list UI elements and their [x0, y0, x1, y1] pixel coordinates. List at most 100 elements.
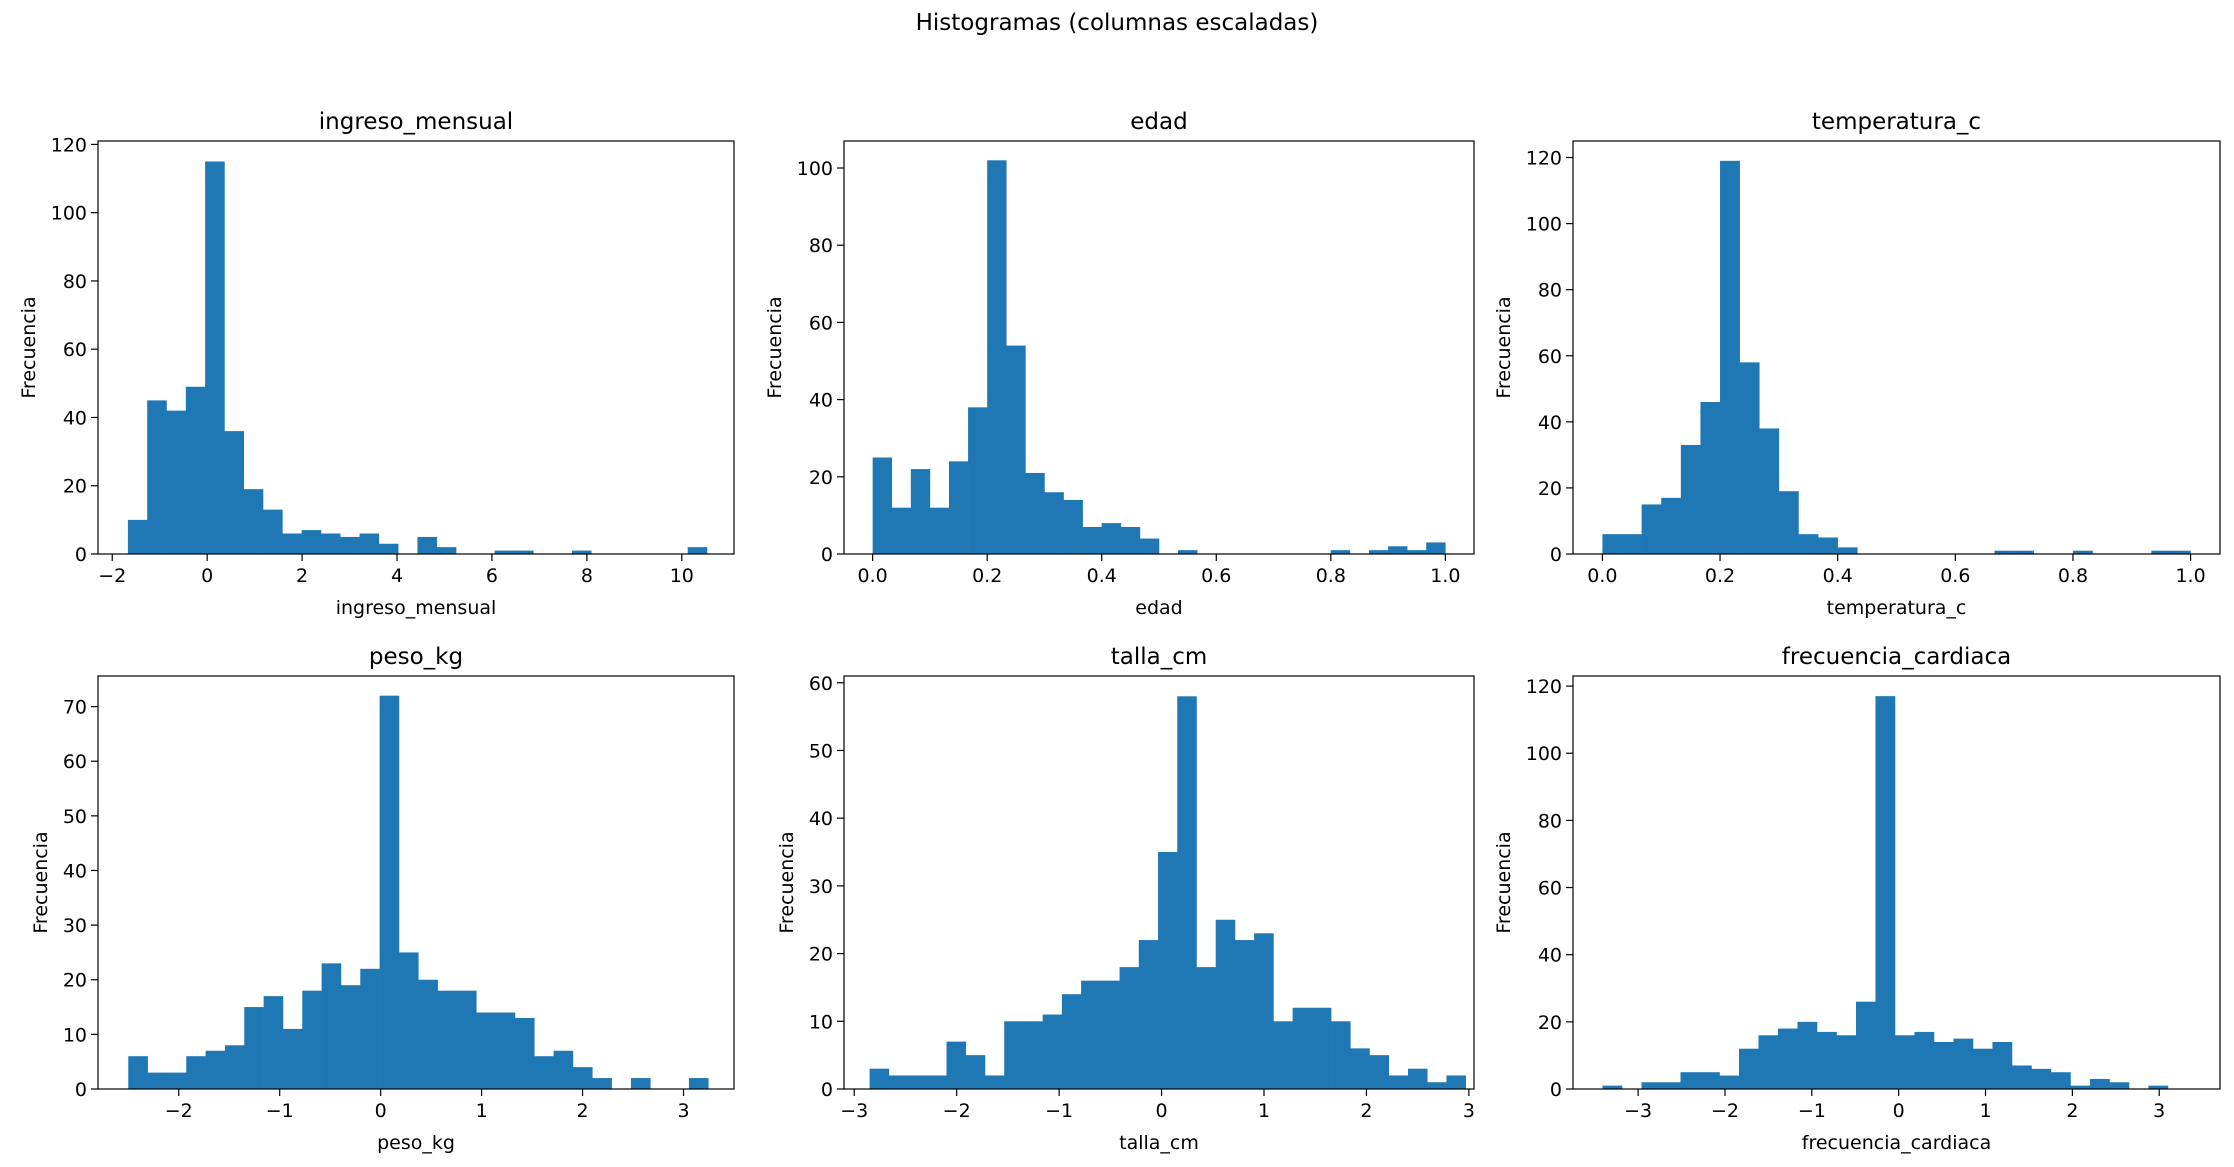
histogram-bar — [1330, 550, 1351, 554]
x-tick-label: −2 — [943, 1100, 971, 1122]
histogram-bar — [1331, 1021, 1351, 1089]
histogram-bar — [1641, 504, 1662, 554]
y-tick-label: 60 — [63, 339, 87, 361]
chart-title: temperatura_c — [1812, 109, 1981, 135]
y-tick-label: 20 — [63, 476, 87, 498]
histogram-bar — [1120, 526, 1141, 554]
axes-frame — [843, 675, 1475, 1090]
figure-suptitle: Histogramas (columnas escaladas) — [915, 10, 1319, 36]
axes-frame — [97, 140, 735, 555]
x-tick-label: 0 — [375, 1100, 387, 1122]
histogram-bar — [1680, 1072, 1701, 1089]
y-axis-label: Frecuencia — [1493, 831, 1515, 933]
y-tick-label: 0 — [821, 1079, 833, 1101]
histogram-talla_cm: −3 −2 −1 0 1 2 30102030405060talla_cmtalla_cmF… — [776, 644, 1475, 1154]
histogram-bar — [1254, 933, 1274, 1089]
histogram-bar — [1992, 1041, 2013, 1089]
x-tick-label: −3 — [1624, 1100, 1652, 1122]
histogram-bar — [2011, 1065, 2032, 1089]
histogram-bar — [1798, 534, 1819, 554]
y-tick-label: 40 — [63, 860, 87, 882]
x-tick-label: 1 — [1258, 1100, 1270, 1122]
x-tick-label: 0 — [1156, 1100, 1168, 1122]
x-axis-label: frecuencia_cardiaca — [1802, 1132, 1992, 1154]
x-tick-label: 4 — [391, 565, 403, 587]
y-tick-label: 50 — [63, 806, 87, 828]
histogram-bar — [320, 533, 341, 554]
x-tick-label: 6 — [486, 565, 498, 587]
histogram-bar — [872, 457, 893, 554]
histogram-bar — [946, 1041, 967, 1089]
histogram-bar — [1139, 538, 1160, 554]
histogram-bar — [244, 1007, 264, 1089]
histogram-bar — [1004, 1021, 1024, 1089]
histogram-bar — [984, 1075, 1005, 1089]
x-tick-label: −1 — [1798, 1100, 1826, 1122]
y-tick-label: 60 — [1538, 878, 1562, 900]
histogram-bar — [2072, 550, 2093, 554]
chart-title: peso_kg — [369, 644, 463, 670]
y-tick-label: 70 — [63, 697, 87, 719]
histogram-bar — [1994, 550, 2015, 554]
histogram-bar — [1042, 1014, 1063, 1089]
y-tick-label: 10 — [809, 1011, 833, 1033]
y-tick-label: 20 — [809, 944, 833, 966]
histogram-bar — [1369, 1055, 1390, 1089]
histogram-bar — [513, 550, 534, 554]
axes-frame — [1572, 675, 2221, 1090]
x-tick-label: 0.2 — [1705, 565, 1735, 587]
x-tick-label: 1.0 — [2175, 565, 2205, 587]
y-tick-label: 20 — [63, 970, 87, 992]
x-tick-label: 0.6 — [1201, 565, 1231, 587]
histogram-bar — [2014, 550, 2034, 554]
histogram-bar — [224, 431, 245, 554]
chart-title: talla_cm — [1111, 644, 1208, 670]
histogram-bar — [553, 1050, 574, 1089]
y-tick-label: 20 — [809, 467, 833, 489]
histogram-bar — [1178, 550, 1198, 554]
x-tick-label: 1 — [476, 1100, 488, 1122]
histogram-bar — [1101, 523, 1122, 554]
histogram-bar — [321, 963, 342, 1089]
histogram-bar — [494, 550, 515, 554]
histogram-bar — [1875, 696, 1896, 1089]
chart-title: edad — [1130, 109, 1187, 135]
histogram-bar — [1407, 550, 1427, 554]
x-tick-label: −3 — [840, 1100, 868, 1122]
x-tick-label: −1 — [1045, 1100, 1073, 1122]
y-tick-label: 60 — [809, 312, 833, 334]
histogram-bar — [1234, 940, 1255, 1089]
histogram-bar — [927, 1075, 947, 1089]
x-tick-label: 0.6 — [1940, 565, 1970, 587]
x-tick-label: 2 — [577, 1100, 589, 1122]
histogram-bar — [1100, 980, 1120, 1089]
histogram-bar — [571, 550, 592, 554]
y-tick-label: 50 — [809, 740, 833, 762]
x-tick-label: 0 — [201, 565, 213, 587]
histogram-bar — [128, 1056, 148, 1089]
x-tick-label: 0.8 — [2058, 565, 2088, 587]
y-tick-label: 40 — [809, 390, 833, 412]
histogram-bar — [1837, 547, 1858, 554]
histogram-bar — [437, 990, 458, 1089]
histogram-bar — [1622, 534, 1642, 554]
y-tick-label: 100 — [51, 203, 87, 225]
y-tick-label: 80 — [1538, 280, 1562, 302]
histogram-bar — [534, 1056, 554, 1089]
y-tick-label: 100 — [1526, 743, 1562, 765]
chart-title: ingreso_mensual — [319, 109, 513, 135]
axes-frame — [843, 140, 1475, 555]
histogram-bar — [1082, 526, 1103, 554]
y-tick-label: 60 — [809, 673, 833, 695]
y-tick-label: 40 — [63, 407, 87, 429]
histogram-temperatura_c: 0.0 0.2 0.4 0.6 0.8 1.0 0 20 40 60 80 100 120 tempera… — [1493, 109, 2221, 619]
histogram-bar — [592, 1078, 612, 1089]
histogram-bar — [1778, 1028, 1798, 1089]
histogram-bar — [1119, 967, 1140, 1089]
y-tick-label: 40 — [809, 808, 833, 830]
histogram-edad: 0.0 0.2 0.4 0.6 0.8 1.0 0 20 40 60 80 100 edad edad Fr… — [764, 109, 1475, 619]
histogram-frecuencia_cardiaca: −3 −2 −1 0 1 2 3 0 20 40 60 80 100 120 frecuencia_card… — [1493, 644, 2221, 1154]
y-tick-label: 0 — [1550, 544, 1562, 566]
histogram-bar — [929, 507, 950, 554]
histogram-bar — [127, 519, 148, 554]
